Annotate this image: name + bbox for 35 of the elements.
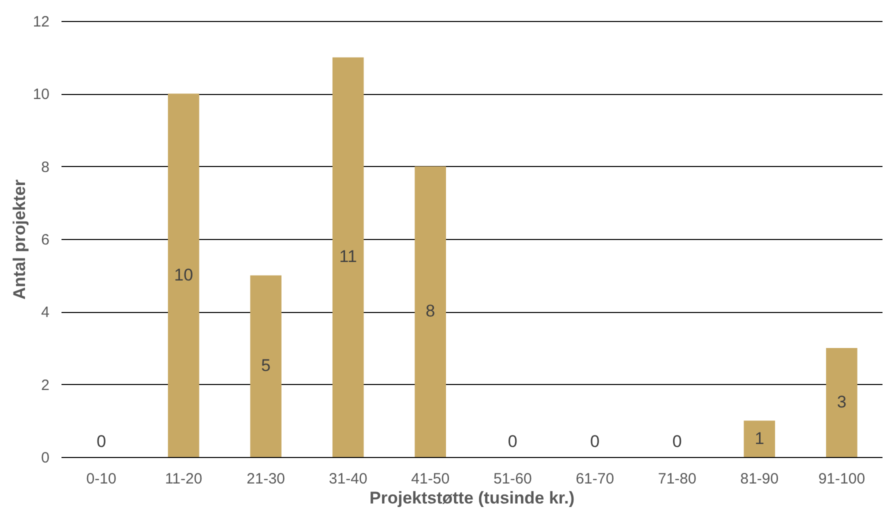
bar <box>826 348 858 457</box>
y-tick-label: 12 <box>32 14 50 30</box>
data-label: 0 <box>508 432 518 451</box>
x-axis-title: Projektstøtte (tusinde kr.) <box>370 488 574 508</box>
data-label: 1 <box>754 428 764 448</box>
bar <box>414 166 446 457</box>
x-tick-label: 71-80 <box>658 470 696 488</box>
x-tick-label: 21-30 <box>246 470 286 488</box>
data-label: 3 <box>836 392 846 412</box>
data-label: 5 <box>261 356 271 376</box>
y-tick-label: 10 <box>32 86 50 104</box>
data-label: 10 <box>174 265 194 284</box>
x-tick-label: 11-20 <box>164 470 202 488</box>
x-tick-label: 91-100 <box>818 470 866 488</box>
y-tick-label: 4 <box>41 304 50 322</box>
bar <box>332 57 364 457</box>
x-tick-label: 61-70 <box>576 470 614 488</box>
data-label: 0 <box>590 432 600 451</box>
x-tick-label: 51-60 <box>493 470 532 488</box>
data-label: 11 <box>339 247 357 266</box>
y-tick-label: 6 <box>41 232 50 248</box>
x-tick-label: 41-50 <box>411 470 450 488</box>
y-tick-label: 8 <box>41 158 50 176</box>
y-tick-label: 0 <box>41 450 50 466</box>
bar <box>250 275 282 457</box>
data-label: 8 <box>426 302 436 321</box>
data-label: 0 <box>672 432 682 451</box>
x-tick-label: 81-90 <box>740 470 779 488</box>
x-tick-label: 31-40 <box>328 470 368 488</box>
data-label: 0 <box>96 432 106 451</box>
y-axis-title: Antal projekter <box>10 179 29 300</box>
y-tick-label: 2 <box>41 376 50 394</box>
bar <box>744 420 776 457</box>
x-tick-label: 0-10 <box>86 470 116 488</box>
bar <box>168 94 200 457</box>
